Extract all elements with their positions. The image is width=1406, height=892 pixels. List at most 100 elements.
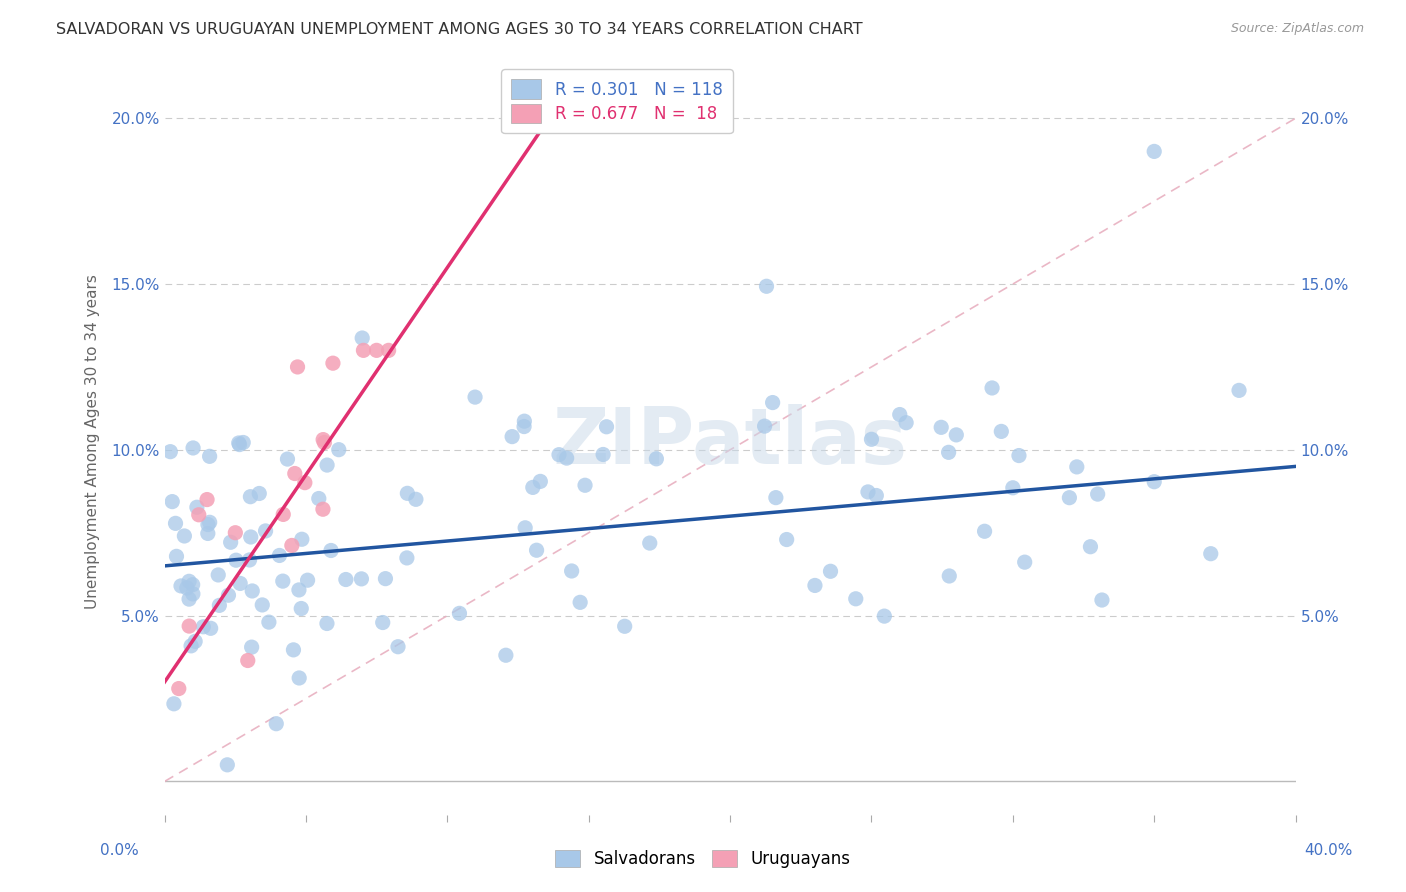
Point: [179, 619, 201, 633]
Point: [501, 429, 523, 443]
Point: [180, 639, 202, 653]
Point: [197, 526, 219, 541]
Point: [159, 444, 181, 458]
Point: [889, 408, 911, 422]
Point: [350, 572, 373, 586]
Point: [1059, 491, 1081, 505]
Point: [232, 435, 254, 450]
Point: [264, 716, 287, 731]
Point: [184, 634, 207, 648]
Point: [555, 451, 578, 466]
Point: [236, 653, 259, 667]
Point: [366, 343, 388, 358]
Point: [1143, 475, 1166, 489]
Point: [297, 573, 319, 587]
Legend: R = 0.301   N = 118, R = 0.677   N =  18: R = 0.301 N = 118, R = 0.677 N = 18: [502, 70, 733, 133]
Point: [449, 607, 471, 621]
Point: [374, 572, 396, 586]
Point: [529, 475, 551, 489]
Point: [239, 530, 262, 544]
Point: [181, 441, 204, 455]
Point: [239, 490, 262, 504]
Point: [335, 573, 357, 587]
Point: [254, 524, 277, 538]
Text: Source: ZipAtlas.com: Source: ZipAtlas.com: [1230, 22, 1364, 36]
Point: [776, 533, 799, 547]
Point: [228, 437, 250, 451]
Point: [177, 574, 200, 589]
Point: [257, 615, 280, 629]
Legend: Salvadorans, Uruguayans: Salvadorans, Uruguayans: [548, 843, 858, 875]
Point: [238, 553, 260, 567]
Text: SALVADORAN VS URUGUAYAN UNEMPLOYMENT AMONG AGES 30 TO 34 YEARS CORRELATION CHART: SALVADORAN VS URUGUAYAN UNEMPLOYMENT AMO…: [56, 22, 863, 37]
Point: [208, 599, 231, 613]
Point: [1014, 555, 1036, 569]
Point: [762, 395, 785, 409]
Point: [515, 521, 537, 535]
Point: [283, 643, 305, 657]
Point: [561, 564, 583, 578]
Point: [284, 467, 307, 481]
Point: [288, 671, 311, 685]
Point: [198, 450, 221, 464]
Point: [200, 621, 222, 635]
Point: [569, 595, 592, 609]
Point: [526, 543, 548, 558]
Point: [938, 445, 960, 459]
Point: [316, 616, 339, 631]
Text: 0.0%: 0.0%: [100, 843, 139, 858]
Point: [166, 549, 188, 564]
Point: [252, 598, 274, 612]
Point: [1087, 487, 1109, 501]
Point: [1143, 145, 1166, 159]
Point: [856, 484, 879, 499]
Point: [371, 615, 394, 630]
Point: [167, 681, 190, 696]
Point: [228, 436, 250, 450]
Point: [873, 609, 896, 624]
Point: [1227, 384, 1250, 398]
Point: [1008, 449, 1031, 463]
Point: [981, 381, 1004, 395]
Point: [316, 458, 339, 472]
Y-axis label: Unemployment Among Ages 30 to 34 years: Unemployment Among Ages 30 to 34 years: [86, 274, 100, 609]
Point: [395, 550, 418, 565]
Point: [804, 578, 827, 592]
Point: [322, 356, 344, 370]
Point: [163, 697, 186, 711]
Point: [574, 478, 596, 492]
Point: [754, 419, 776, 434]
Point: [990, 425, 1012, 439]
Point: [207, 568, 229, 582]
Point: [929, 420, 952, 434]
Point: [219, 535, 242, 549]
Point: [276, 452, 298, 467]
Point: [464, 390, 486, 404]
Point: [755, 279, 778, 293]
Point: [548, 448, 571, 462]
Text: 40.0%: 40.0%: [1305, 843, 1353, 858]
Point: [291, 533, 314, 547]
Point: [170, 579, 193, 593]
Point: [181, 587, 204, 601]
Point: [197, 517, 219, 532]
Point: [638, 536, 661, 550]
Text: ZIPatlas: ZIPatlas: [553, 403, 908, 480]
Point: [186, 500, 208, 515]
Point: [217, 588, 239, 602]
Point: [271, 508, 294, 522]
Point: [288, 582, 311, 597]
Point: [592, 448, 614, 462]
Point: [352, 331, 374, 345]
Point: [377, 343, 399, 358]
Point: [1080, 540, 1102, 554]
Point: [352, 343, 374, 358]
Point: [894, 416, 917, 430]
Point: [312, 433, 335, 447]
Point: [176, 581, 198, 595]
Point: [513, 419, 536, 434]
Point: [240, 640, 263, 654]
Point: [396, 486, 419, 500]
Point: [224, 525, 246, 540]
Point: [522, 480, 544, 494]
